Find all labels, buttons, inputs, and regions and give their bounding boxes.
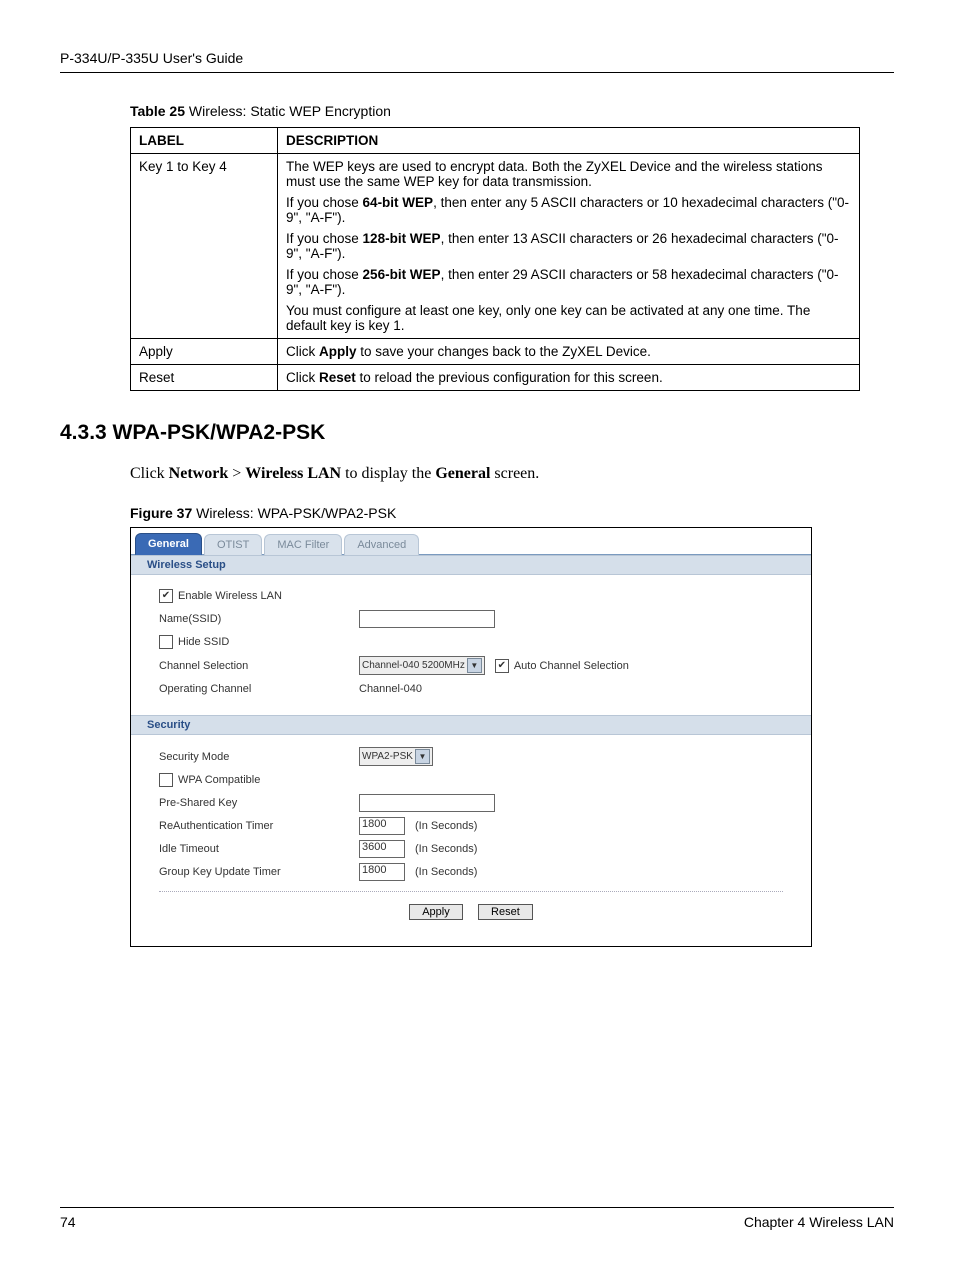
security-area: Security Mode WPA2-PSK ▼ WPA Compatible … bbox=[131, 735, 811, 932]
page-footer: 74 Chapter 4 Wireless LAN bbox=[60, 1214, 894, 1230]
footer-page-number: 74 bbox=[60, 1214, 76, 1230]
wpa-compatible-checkbox[interactable] bbox=[159, 773, 173, 787]
table-25-caption-rest: Wireless: Static WEP Encryption bbox=[185, 103, 391, 119]
idle-label: Idle Timeout bbox=[159, 843, 359, 855]
operating-channel-label: Operating Channel bbox=[159, 683, 359, 695]
channel-select[interactable]: Channel-040 5200MHz ▼ bbox=[359, 656, 485, 675]
cell-desc: Click Reset to reload the previous confi… bbox=[278, 365, 860, 391]
hide-ssid-checkbox[interactable] bbox=[159, 635, 173, 649]
group-key-label: Group Key Update Timer bbox=[159, 866, 359, 878]
psk-label: Pre-Shared Key bbox=[159, 797, 359, 809]
hide-ssid-label: Hide SSID bbox=[178, 636, 229, 648]
ssid-input[interactable] bbox=[359, 610, 495, 628]
security-mode-label: Security Mode bbox=[159, 751, 359, 763]
t: Click bbox=[286, 370, 319, 385]
section-paragraph: Click Network > Wireless LAN to display … bbox=[130, 465, 894, 483]
figure-37-caption-rest: Wireless: WPA-PSK/WPA2-PSK bbox=[192, 505, 396, 521]
desc-p5: You must configure at least one key, onl… bbox=[286, 303, 851, 333]
footer-rule bbox=[60, 1207, 894, 1208]
cell-label: Apply bbox=[131, 339, 278, 365]
t-bold: 64-bit WEP bbox=[363, 195, 434, 210]
t-bold: Reset bbox=[319, 370, 356, 385]
t-bold: Apply bbox=[319, 344, 357, 359]
cell-label: Key 1 to Key 4 bbox=[131, 154, 278, 339]
tab-general[interactable]: General bbox=[135, 533, 202, 555]
header-rule bbox=[60, 72, 894, 73]
security-mode-value: WPA2-PSK bbox=[362, 751, 413, 762]
enable-wlan-label: Enable Wireless LAN bbox=[178, 590, 282, 602]
reauth-input[interactable]: 1800 bbox=[359, 817, 405, 835]
chevron-down-icon: ▼ bbox=[415, 749, 430, 764]
auto-channel-label: Auto Channel Selection bbox=[514, 660, 629, 672]
page-header: P-334U/P-335U User's Guide bbox=[60, 50, 894, 66]
idle-input[interactable]: 3600 bbox=[359, 840, 405, 858]
t: Click bbox=[286, 344, 319, 359]
t: screen. bbox=[490, 465, 539, 482]
footer-chapter: Chapter 4 Wireless LAN bbox=[744, 1214, 894, 1230]
table-25-caption: Table 25 Wireless: Static WEP Encryption bbox=[130, 103, 894, 119]
t: to display the bbox=[341, 465, 435, 482]
desc-p1: The WEP keys are used to encrypt data. B… bbox=[286, 159, 851, 189]
screenshot-wpa-psk: General OTIST MAC Filter Advanced Wirele… bbox=[130, 527, 812, 947]
t: If you chose bbox=[286, 195, 363, 210]
figure-37-caption-bold: Figure 37 bbox=[130, 505, 192, 521]
tab-mac-filter[interactable]: MAC Filter bbox=[264, 534, 342, 555]
desc-p4: If you chose 256-bit WEP, then enter 29 … bbox=[286, 267, 851, 297]
table-25-caption-bold: Table 25 bbox=[130, 103, 185, 119]
t-bold: General bbox=[435, 465, 490, 482]
desc-p2: If you chose 64-bit WEP, then enter any … bbox=[286, 195, 851, 225]
group-key-input[interactable]: 1800 bbox=[359, 863, 405, 881]
t: If you chose bbox=[286, 231, 363, 246]
tab-otist[interactable]: OTIST bbox=[204, 534, 262, 555]
t: Click bbox=[130, 465, 169, 482]
section-heading: 4.3.3 WPA-PSK/WPA2-PSK bbox=[60, 421, 894, 445]
tab-advanced[interactable]: Advanced bbox=[344, 534, 419, 555]
reset-button[interactable]: Reset bbox=[478, 904, 533, 920]
desc-p3: If you chose 128-bit WEP, then enter 13 … bbox=[286, 231, 851, 261]
auto-channel-checkbox[interactable]: ✔ bbox=[495, 659, 509, 673]
apply-button[interactable]: Apply bbox=[409, 904, 463, 920]
t: If you chose bbox=[286, 267, 363, 282]
idle-units: (In Seconds) bbox=[415, 843, 477, 855]
cell-desc: Click Apply to save your changes back to… bbox=[278, 339, 860, 365]
cell-desc: The WEP keys are used to encrypt data. B… bbox=[278, 154, 860, 339]
group-key-units: (In Seconds) bbox=[415, 866, 477, 878]
wpa-compatible-label: WPA Compatible bbox=[178, 774, 260, 786]
cell-label: Reset bbox=[131, 365, 278, 391]
band-security: Security bbox=[131, 715, 811, 735]
operating-channel-value: Channel-040 bbox=[359, 683, 422, 695]
col-label: LABEL bbox=[131, 128, 278, 154]
reauth-units: (In Seconds) bbox=[415, 820, 477, 832]
ssid-label: Name(SSID) bbox=[159, 613, 359, 625]
security-mode-select[interactable]: WPA2-PSK ▼ bbox=[359, 747, 433, 766]
t-bold: 128-bit WEP bbox=[363, 231, 441, 246]
table-row: Key 1 to Key 4 The WEP keys are used to … bbox=[131, 154, 860, 339]
t: to reload the previous configuration for… bbox=[356, 370, 663, 385]
t-bold: Network bbox=[169, 465, 229, 482]
enable-wlan-checkbox[interactable]: ✔ bbox=[159, 589, 173, 603]
table-25: LABEL DESCRIPTION Key 1 to Key 4 The WEP… bbox=[130, 127, 860, 391]
t-bold: 256-bit WEP bbox=[363, 267, 441, 282]
tab-bar: General OTIST MAC Filter Advanced bbox=[131, 528, 811, 555]
t: > bbox=[228, 465, 245, 482]
t: to save your changes back to the ZyXEL D… bbox=[357, 344, 651, 359]
channel-selection-label: Channel Selection bbox=[159, 660, 359, 672]
table-row: Apply Click Apply to save your changes b… bbox=[131, 339, 860, 365]
psk-input[interactable] bbox=[359, 794, 495, 812]
t-bold: Wireless LAN bbox=[245, 465, 341, 482]
band-wireless-setup: Wireless Setup bbox=[131, 555, 811, 575]
chevron-down-icon: ▼ bbox=[467, 658, 482, 673]
col-description: DESCRIPTION bbox=[278, 128, 860, 154]
table-header-row: LABEL DESCRIPTION bbox=[131, 128, 860, 154]
figure-37-caption: Figure 37 Wireless: WPA-PSK/WPA2-PSK bbox=[130, 505, 894, 521]
button-row: Apply Reset bbox=[159, 891, 783, 920]
channel-select-value: Channel-040 5200MHz bbox=[362, 660, 465, 671]
reauth-label: ReAuthentication Timer bbox=[159, 820, 359, 832]
table-row: Reset Click Reset to reload the previous… bbox=[131, 365, 860, 391]
wireless-setup-area: ✔ Enable Wireless LAN Name(SSID) Hide SS… bbox=[131, 575, 811, 715]
